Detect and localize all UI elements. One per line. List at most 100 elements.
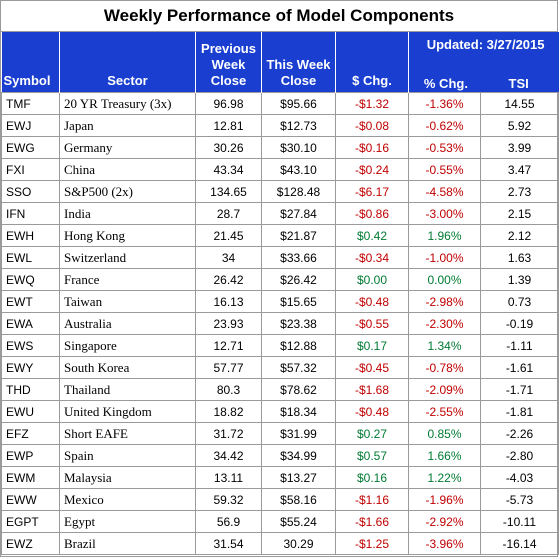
symbol-cell: EWG bbox=[1, 136, 60, 159]
percent-change-cell: -0.55% bbox=[408, 158, 481, 181]
sector-cell: Germany bbox=[59, 136, 196, 159]
percent-change-cell: -4.58% bbox=[408, 180, 481, 203]
this-close-cell: $13.27 bbox=[261, 466, 336, 489]
tsi-cell: -5.73 bbox=[480, 488, 559, 511]
tsi-cell: 5.92 bbox=[480, 114, 559, 137]
table-row: EWL Switzerland 34 $33.66 -$0.34 -1.00% 1.63 bbox=[1, 246, 559, 269]
dollar-change-cell: -$0.08 bbox=[335, 114, 409, 137]
previous-close-cell: 12.71 bbox=[195, 334, 262, 357]
table-row: EGPT Egypt 56.9 $55.24 -$1.66 -2.92% -10.11 bbox=[1, 510, 559, 533]
sector-cell: 20 YR Treasury (3x) bbox=[59, 92, 196, 115]
table-row: EWU United Kingdom 18.82 $18.34 -$0.48 -2.55%… bbox=[1, 400, 559, 423]
tsi-cell: -4.03 bbox=[480, 466, 559, 489]
percent-change-cell: -2.55% bbox=[408, 400, 481, 423]
tsi-cell: -2.26 bbox=[480, 422, 559, 445]
previous-close-cell: 56.9 bbox=[195, 510, 262, 533]
previous-close-cell: 31.54 bbox=[195, 532, 262, 555]
percent-change-cell: -2.09% bbox=[408, 378, 481, 401]
header-row: Symbol Sector Previous Week Close This W… bbox=[1, 32, 559, 93]
tsi-cell: 2.12 bbox=[480, 224, 559, 247]
previous-close-cell: 57.77 bbox=[195, 356, 262, 379]
symbol-cell: EWY bbox=[1, 356, 60, 379]
percent-change-cell: 1.96% bbox=[408, 224, 481, 247]
symbol-cell: EWJ bbox=[1, 114, 60, 137]
header-symbol: Symbol bbox=[1, 32, 60, 93]
symbol-cell: EGPT bbox=[1, 510, 60, 533]
sector-cell: S&P500 (2x) bbox=[59, 180, 196, 203]
tsi-cell: -1.81 bbox=[480, 400, 559, 423]
header-percent-change: % Chg. bbox=[423, 76, 468, 91]
previous-close-cell: 26.42 bbox=[195, 268, 262, 291]
tsi-cell: -1.11 bbox=[480, 334, 559, 357]
tsi-cell: 0.73 bbox=[480, 290, 559, 313]
previous-close-cell: 96.98 bbox=[195, 92, 262, 115]
previous-close-cell: 18.82 bbox=[195, 400, 262, 423]
symbol-cell: EFZ bbox=[1, 422, 60, 445]
sector-cell: Brazil bbox=[59, 532, 196, 555]
percent-change-cell: -0.78% bbox=[408, 356, 481, 379]
symbol-cell: EWW bbox=[1, 488, 60, 511]
symbol-cell: EWH bbox=[1, 224, 60, 247]
symbol-cell: THD bbox=[1, 378, 60, 401]
sector-cell: Taiwan bbox=[59, 290, 196, 313]
dollar-change-cell: -$1.25 bbox=[335, 532, 409, 555]
sector-cell: Egypt bbox=[59, 510, 196, 533]
this-close-cell: $12.88 bbox=[261, 334, 336, 357]
dollar-change-cell: -$1.68 bbox=[335, 378, 409, 401]
tsi-cell: 2.15 bbox=[480, 202, 559, 225]
sector-cell: France bbox=[59, 268, 196, 291]
sector-cell: Japan bbox=[59, 114, 196, 137]
dollar-change-cell: -$0.48 bbox=[335, 400, 409, 423]
dollar-change-cell: -$1.32 bbox=[335, 92, 409, 115]
percent-change-cell: 0.85% bbox=[408, 422, 481, 445]
table-row: EWP Spain 34.42 $34.99 $0.57 1.66% -2.80 bbox=[1, 444, 559, 467]
percent-change-cell: -2.92% bbox=[408, 510, 481, 533]
sector-cell: Malaysia bbox=[59, 466, 196, 489]
this-close-cell: $95.66 bbox=[261, 92, 336, 115]
previous-close-cell: 34 bbox=[195, 246, 262, 269]
tsi-cell: 2.73 bbox=[480, 180, 559, 203]
table-row: TMF 20 YR Treasury (3x) 96.98 $95.66 -$1.32-… bbox=[1, 92, 559, 115]
symbol-cell: EWU bbox=[1, 400, 60, 423]
dollar-change-cell: -$0.48 bbox=[335, 290, 409, 313]
table-row: EWM Malaysia 13.11 $13.27 $0.16 1.22% -4.03 bbox=[1, 466, 559, 489]
tsi-cell: 14.55 bbox=[480, 92, 559, 115]
sector-cell: Hong Kong bbox=[59, 224, 196, 247]
symbol-cell: EWQ bbox=[1, 268, 60, 291]
dollar-change-cell: -$0.24 bbox=[335, 158, 409, 181]
tsi-cell: -16.14 bbox=[480, 532, 559, 555]
symbol-cell: TMF bbox=[1, 92, 60, 115]
table-row: EWY South Korea 57.77 $57.32 -$0.45 -0.78% -1.… bbox=[1, 356, 559, 379]
this-close-cell: $26.42 bbox=[261, 268, 336, 291]
dollar-change-cell: $0.17 bbox=[335, 334, 409, 357]
dollar-change-cell: -$0.86 bbox=[335, 202, 409, 225]
this-close-cell: $55.24 bbox=[261, 510, 336, 533]
table-row: SSO S&P500 (2x) 134.65 $128.48 -$6.17 -4.58% 2… bbox=[1, 180, 559, 203]
performance-table: Symbol Sector Previous Week Close This W… bbox=[1, 32, 559, 555]
previous-close-cell: 43.34 bbox=[195, 158, 262, 181]
dollar-change-cell: $0.57 bbox=[335, 444, 409, 467]
percent-change-cell: -3.00% bbox=[408, 202, 481, 225]
sector-cell: Mexico bbox=[59, 488, 196, 511]
this-close-cell: $34.99 bbox=[261, 444, 336, 467]
table-row: EWS Singapore 12.71 $12.88 $0.17 1.34% -1.11 bbox=[1, 334, 559, 357]
sector-cell: China bbox=[59, 158, 196, 181]
this-close-cell: $128.48 bbox=[261, 180, 336, 203]
dollar-change-cell: $0.00 bbox=[335, 268, 409, 291]
sector-cell: United Kingdom bbox=[59, 400, 196, 423]
header-sector: Sector bbox=[59, 32, 196, 93]
sector-cell: India bbox=[59, 202, 196, 225]
header-dollar-change: $ Chg. bbox=[335, 32, 409, 93]
this-close-cell: $43.10 bbox=[261, 158, 336, 181]
this-close-cell: $12.73 bbox=[261, 114, 336, 137]
percent-change-cell: 1.66% bbox=[408, 444, 481, 467]
symbol-cell: EWM bbox=[1, 466, 60, 489]
symbol-cell: EWS bbox=[1, 334, 60, 357]
this-close-cell: $57.32 bbox=[261, 356, 336, 379]
previous-close-cell: 13.11 bbox=[195, 466, 262, 489]
this-close-cell: $31.99 bbox=[261, 422, 336, 445]
previous-close-cell: 16.13 bbox=[195, 290, 262, 313]
this-close-cell: $30.10 bbox=[261, 136, 336, 159]
sector-cell: South Korea bbox=[59, 356, 196, 379]
